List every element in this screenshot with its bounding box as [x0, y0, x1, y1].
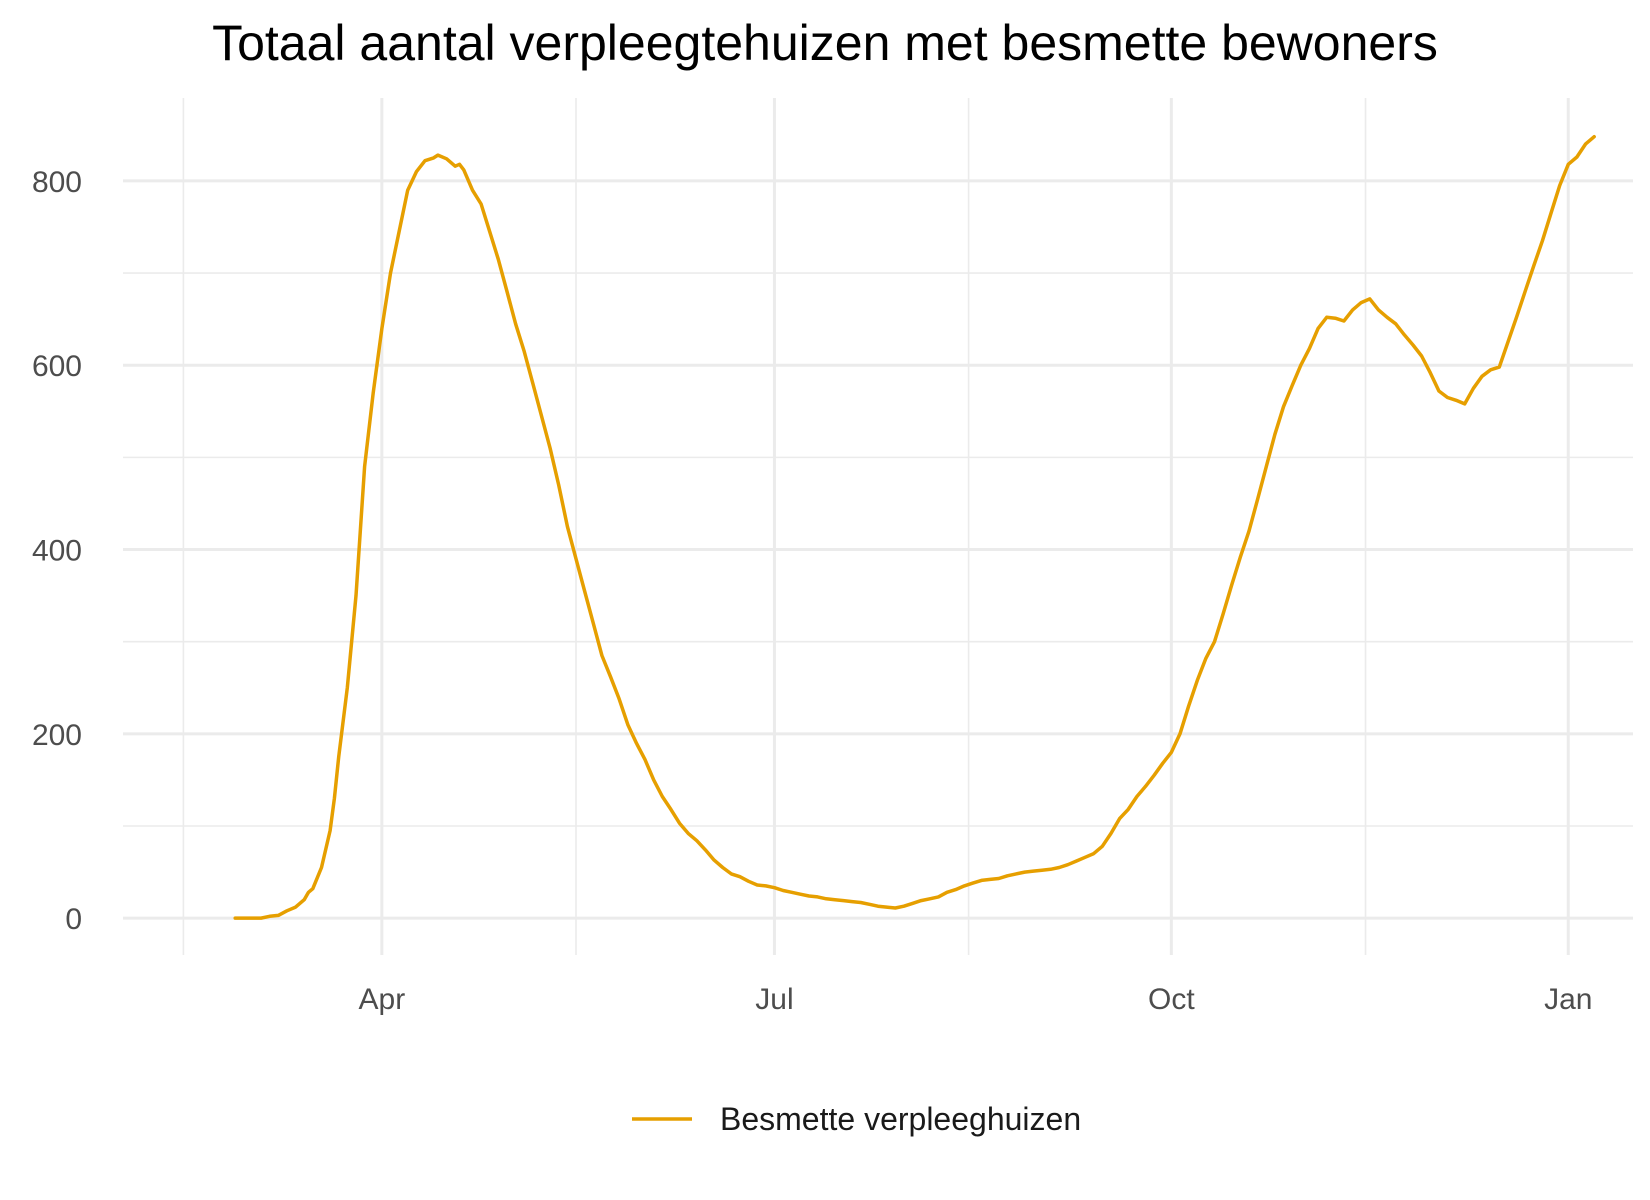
y-tick-label: 400: [32, 535, 82, 568]
legend-label: Besmette verpleeghuizen: [720, 1101, 1081, 1137]
y-axis-tick-labels: 0 200 400 600 800: [32, 166, 82, 936]
x-axis-tick-labels: Apr Jul Oct Jan: [359, 983, 1593, 1016]
series-lines: [233, 134, 1596, 920]
series-line: [233, 134, 1596, 920]
legend: Besmette verpleeghuizen: [632, 1101, 1081, 1137]
x-tick-label: Oct: [1148, 983, 1195, 1016]
minor-gridlines: [123, 98, 1633, 955]
y-tick-label: 200: [32, 719, 82, 752]
y-tick-label: 800: [32, 166, 82, 199]
y-tick-label: 0: [65, 903, 82, 936]
x-tick-label: Jan: [1544, 983, 1592, 1016]
major-gridlines: [123, 98, 1633, 955]
x-tick-label: Apr: [359, 983, 406, 1016]
chart-title: Totaal aantal verpleegtehuizen met besme…: [212, 15, 1438, 71]
y-tick-label: 600: [32, 350, 82, 383]
x-tick-label: Jul: [755, 983, 793, 1016]
